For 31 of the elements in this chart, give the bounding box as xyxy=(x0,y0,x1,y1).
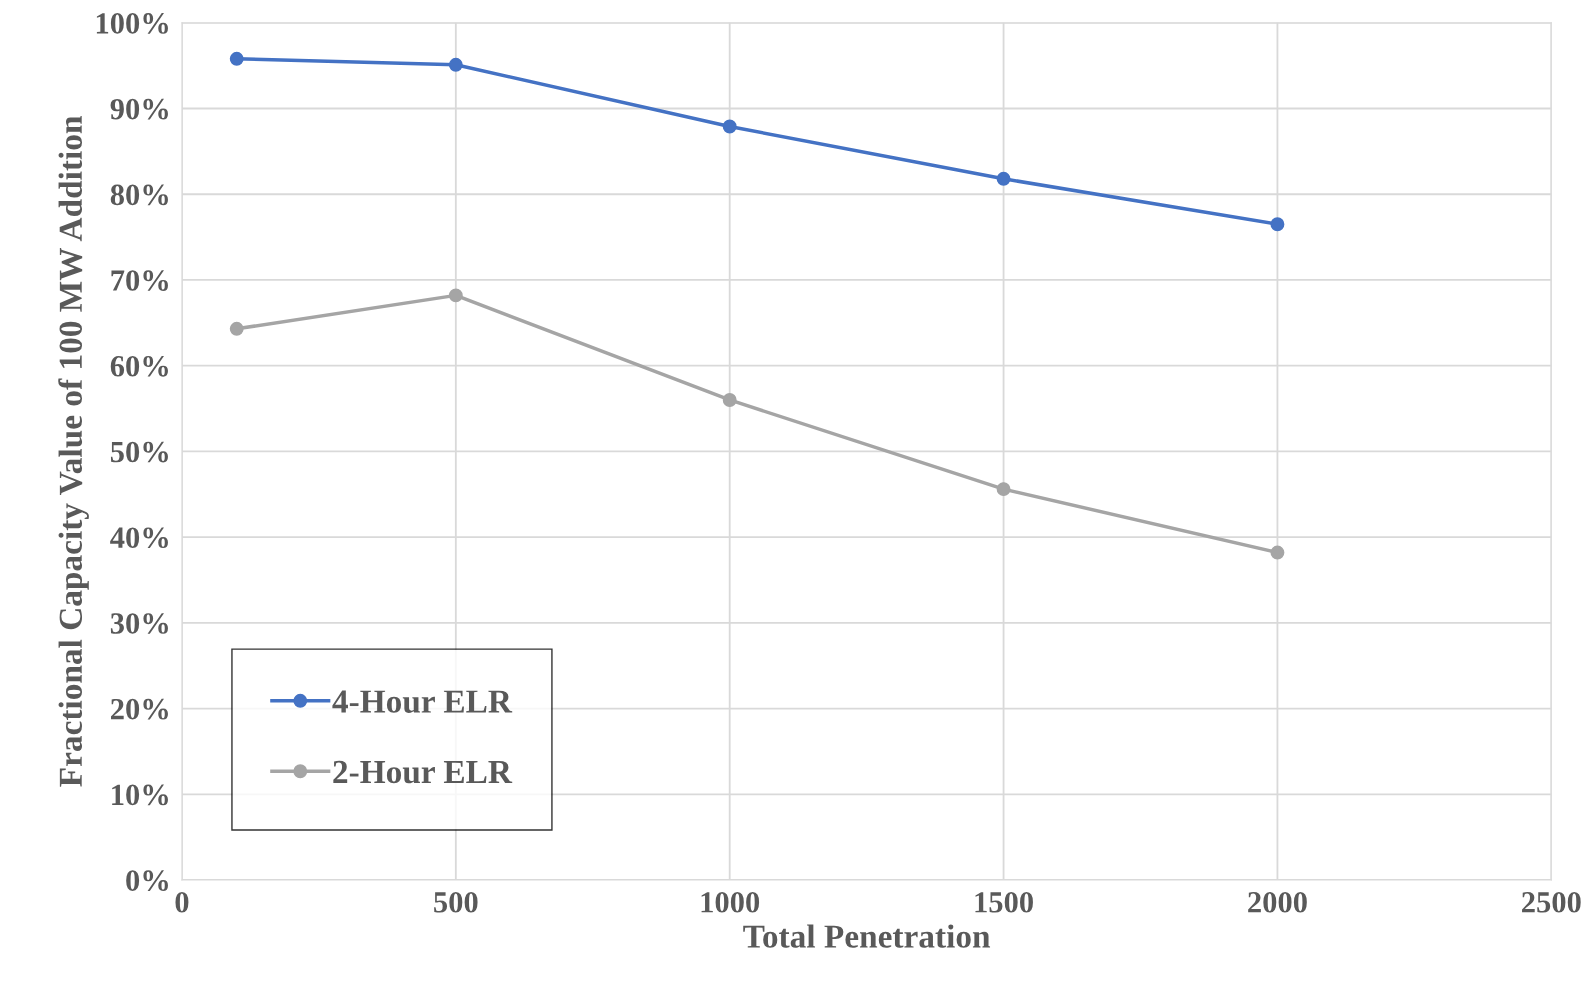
point xyxy=(722,119,737,134)
y-tick-label: 90% xyxy=(110,98,168,120)
x-tick-label: 0 xyxy=(175,892,189,913)
y-tick-label: 60% xyxy=(110,355,168,377)
x-tick-label: 1500 xyxy=(975,892,1033,913)
point xyxy=(996,171,1011,186)
y-tick-label: 0% xyxy=(126,870,168,892)
x-tick-label: 500 xyxy=(434,892,478,913)
point xyxy=(448,288,463,303)
legend-label: 2-Hour ELR xyxy=(333,760,513,784)
y-axis-title: Fractional Capacity Value of 100 MW Addition xyxy=(58,116,89,787)
point xyxy=(1270,545,1285,560)
y-tick-label: 80% xyxy=(110,184,168,206)
point xyxy=(448,57,463,72)
y-tick-label: 10% xyxy=(112,784,168,806)
x-axis-title: Total Penetration xyxy=(743,924,991,948)
y-tick-label: 70% xyxy=(111,270,168,291)
y-tick-label: 100% xyxy=(96,13,168,34)
legend-label: 4-Hour ELR xyxy=(332,690,513,713)
point xyxy=(996,482,1011,497)
y-tick-label: 30% xyxy=(110,613,168,634)
point xyxy=(1270,217,1285,232)
y-tick-label: 20% xyxy=(111,698,168,720)
x-tick-label: 2000 xyxy=(1248,892,1307,913)
x-tick-label: 2500 xyxy=(1522,892,1581,913)
point xyxy=(722,393,737,407)
point xyxy=(229,321,244,336)
x-tick-label: 1000 xyxy=(701,892,760,913)
y-tick-label: 40% xyxy=(110,527,168,549)
y-tick-label: 50% xyxy=(110,441,168,463)
point xyxy=(229,51,244,66)
